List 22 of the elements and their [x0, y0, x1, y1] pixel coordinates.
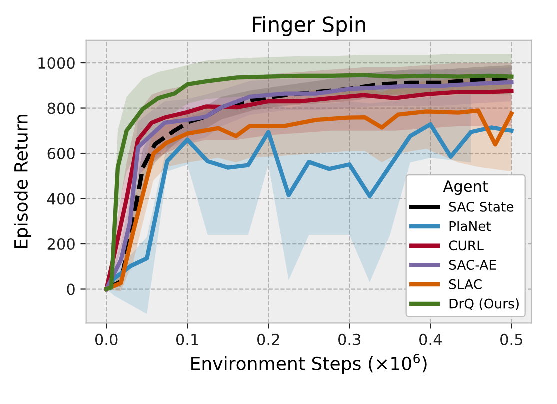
y-tick-label: 0 — [67, 284, 75, 296]
x-tick-label: 0.5 — [500, 334, 522, 346]
y-tick-label: 1000 — [38, 57, 75, 70]
legend-title: Agent — [443, 180, 488, 196]
legend-label: CURL — [449, 240, 484, 251]
y-tick-label: 400 — [48, 193, 75, 205]
x-axis-title: Environment Steps (×10$^{6}$) — [192, 354, 427, 374]
y-tick-label: 800 — [48, 102, 75, 114]
legend-label: PlaNet — [450, 221, 492, 232]
chart-title: Finger Spin — [253, 16, 366, 36]
x-tick-label: 0.1 — [176, 334, 198, 346]
x-tick-label: 0.4 — [420, 334, 442, 346]
y-tick-label: 600 — [48, 148, 75, 160]
legend-label: SAC State — [449, 202, 514, 212]
y-axis-title: Episode Return — [14, 115, 32, 248]
legend-label: SLAC — [449, 279, 482, 290]
x-tick-label: 0.0 — [95, 334, 118, 346]
y-tick-label: 200 — [48, 238, 75, 250]
legend-label: SAC-AE — [449, 260, 496, 270]
x-tick-label: 0.2 — [257, 334, 280, 346]
legend-label: DrQ (Ours) — [450, 298, 519, 310]
x-tick-label: 0.3 — [338, 334, 361, 346]
